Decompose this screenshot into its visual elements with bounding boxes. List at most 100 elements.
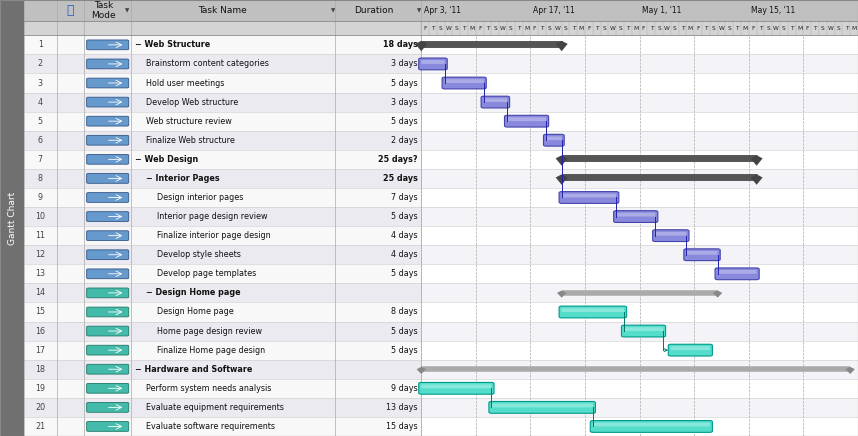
Text: 5: 5 (38, 117, 43, 126)
Polygon shape (557, 290, 566, 298)
Text: 25 days?: 25 days? (378, 155, 418, 164)
Bar (24, 417, 421, 436)
Bar (24, 35, 421, 54)
Bar (421, 0, 858, 436)
Bar (421, 188, 858, 207)
Bar (24, 341, 421, 360)
Bar (24, 207, 421, 226)
Text: S: S (657, 26, 661, 31)
Text: Develop style sheets: Develop style sheets (157, 250, 241, 259)
Bar (24, 131, 421, 150)
FancyBboxPatch shape (87, 78, 129, 88)
Text: S: S (821, 26, 825, 31)
Text: 15 days: 15 days (386, 422, 418, 431)
Text: W: W (500, 26, 506, 31)
Bar (24, 0, 421, 436)
Text: 15: 15 (35, 307, 45, 317)
FancyBboxPatch shape (87, 231, 129, 241)
FancyBboxPatch shape (87, 288, 129, 298)
Text: Task
Mode: Task Mode (91, 1, 116, 20)
Text: T: T (571, 26, 575, 31)
Text: 5 days: 5 days (391, 346, 418, 354)
Text: W: W (719, 26, 724, 31)
Text: 17: 17 (35, 346, 45, 354)
FancyBboxPatch shape (87, 326, 129, 336)
Text: M: M (742, 26, 747, 31)
Text: 2 days: 2 days (391, 136, 418, 145)
Bar (421, 131, 858, 150)
Text: S: S (564, 26, 567, 31)
Bar (421, 303, 858, 321)
Text: T: T (650, 26, 653, 31)
Bar (24, 54, 421, 73)
Text: 5 days: 5 days (391, 78, 418, 88)
Text: 19: 19 (35, 384, 45, 393)
FancyBboxPatch shape (686, 251, 717, 255)
FancyBboxPatch shape (489, 402, 595, 413)
Text: Finalize interior page design: Finalize interior page design (157, 231, 270, 240)
FancyBboxPatch shape (505, 115, 548, 127)
Bar (421, 226, 858, 245)
Text: 5 days: 5 days (391, 269, 418, 278)
FancyBboxPatch shape (87, 364, 129, 374)
Bar (421, 341, 858, 360)
FancyBboxPatch shape (87, 135, 129, 145)
Bar (421, 264, 858, 283)
Bar (24, 303, 421, 321)
FancyBboxPatch shape (442, 77, 486, 89)
Text: Duration: Duration (354, 6, 393, 15)
FancyBboxPatch shape (87, 250, 129, 259)
Bar (421, 54, 858, 73)
Text: F: F (587, 26, 590, 31)
Text: T: T (462, 26, 466, 31)
Bar (24, 226, 421, 245)
Text: Brainstorm content categories: Brainstorm content categories (146, 59, 269, 68)
Bar (421, 73, 858, 92)
Text: 1: 1 (38, 41, 43, 49)
Bar (24, 73, 421, 92)
Text: S: S (439, 26, 443, 31)
Text: 6: 6 (38, 136, 43, 145)
Text: 5 days: 5 days (391, 327, 418, 336)
Text: F: F (533, 26, 536, 31)
Text: 4 days: 4 days (391, 250, 418, 259)
Text: Apr 17, '11: Apr 17, '11 (533, 6, 575, 15)
Bar (421, 321, 858, 341)
Text: T: T (758, 26, 762, 31)
Text: Task Name: Task Name (198, 6, 247, 15)
Polygon shape (417, 367, 426, 374)
Text: 13: 13 (35, 269, 45, 278)
Bar (24, 360, 421, 379)
Polygon shape (845, 367, 855, 374)
FancyBboxPatch shape (419, 58, 447, 70)
Bar (24, 92, 421, 112)
Bar (421, 207, 858, 226)
Polygon shape (751, 174, 763, 185)
Text: 14: 14 (35, 288, 45, 297)
FancyBboxPatch shape (613, 211, 658, 222)
FancyBboxPatch shape (671, 346, 710, 350)
Text: W: W (445, 26, 451, 31)
FancyBboxPatch shape (87, 422, 129, 431)
Text: 3: 3 (38, 78, 43, 88)
FancyBboxPatch shape (543, 134, 565, 146)
Text: − Web Design: − Web Design (135, 155, 198, 164)
Text: S: S (509, 26, 513, 31)
FancyBboxPatch shape (87, 383, 129, 393)
Text: Design interior pages: Design interior pages (157, 193, 244, 202)
FancyBboxPatch shape (87, 116, 129, 126)
Text: 18 days: 18 days (383, 41, 418, 49)
Bar (24, 245, 421, 264)
Bar (24, 264, 421, 283)
Bar (421, 21, 858, 35)
Text: Web structure review: Web structure review (146, 117, 232, 126)
FancyBboxPatch shape (87, 269, 129, 279)
FancyBboxPatch shape (484, 98, 507, 102)
Text: M: M (851, 26, 856, 31)
Text: S: S (782, 26, 786, 31)
Text: F: F (751, 26, 754, 31)
Text: ▼: ▼ (331, 8, 335, 13)
FancyBboxPatch shape (562, 308, 624, 312)
Text: − Web Structure: − Web Structure (135, 41, 210, 49)
FancyBboxPatch shape (87, 174, 129, 183)
